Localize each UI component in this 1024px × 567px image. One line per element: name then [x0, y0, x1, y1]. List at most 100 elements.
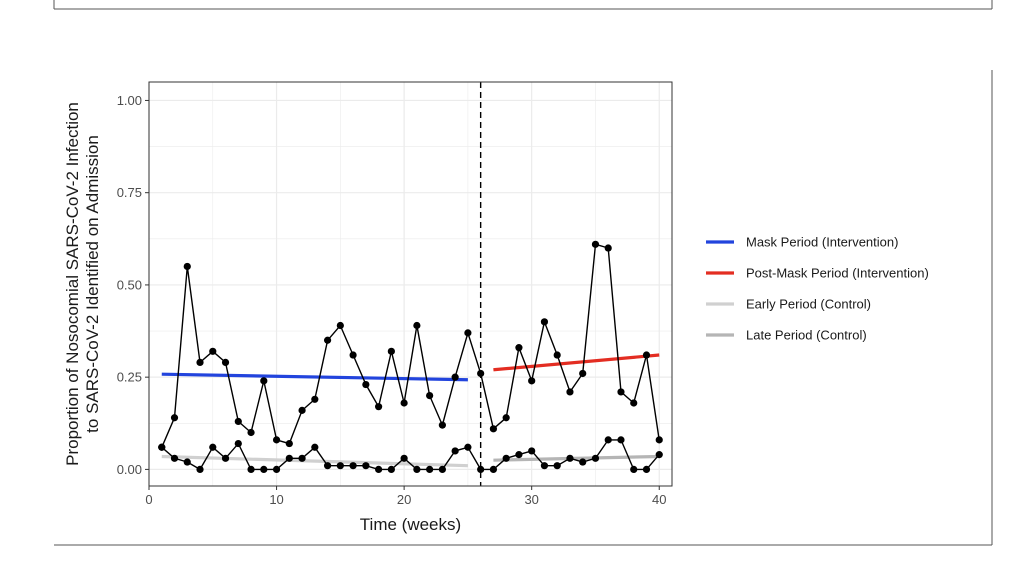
- x-tick-label: 20: [397, 492, 411, 507]
- data-point-intervention: [540, 318, 549, 326]
- data-point-intervention: [387, 347, 395, 355]
- data-point-intervention: [413, 321, 421, 330]
- data-point-intervention: [298, 406, 306, 414]
- data-point-control: [209, 443, 217, 451]
- data-point-control: [604, 436, 612, 444]
- data-point-intervention: [272, 436, 281, 444]
- y-tick-label: 0.50: [117, 277, 142, 292]
- y-tick-label: 1.00: [117, 93, 142, 108]
- data-point-control: [349, 462, 357, 470]
- data-point-control: [285, 454, 293, 462]
- data-point-intervention: [617, 388, 625, 396]
- data-point-intervention: [336, 321, 344, 330]
- data-point-intervention: [400, 399, 408, 407]
- data-point-control: [477, 465, 485, 473]
- data-point-intervention: [311, 395, 319, 403]
- data-point-control: [630, 465, 638, 473]
- data-point-intervention: [642, 351, 651, 359]
- y-axis-title-line-1: Proportion of Nosocomial SARS-CoV-2 Infe…: [63, 102, 82, 466]
- data-point-intervention: [553, 351, 561, 359]
- data-point-intervention: [170, 414, 179, 422]
- trend-line-late: [493, 454, 660, 462]
- x-tick-label: 40: [652, 492, 666, 507]
- axes: 0 10 20 30 40 0.00 0.25 0.50 0.75 1.00: [117, 93, 667, 507]
- data-point-intervention: [591, 240, 600, 248]
- data-point-control: [387, 465, 395, 473]
- legend: Mask Period (Intervention) Post-Mask Peri…: [706, 235, 929, 343]
- data-point-intervention: [515, 344, 523, 352]
- data-point-control: [221, 454, 230, 462]
- data-point-intervention: [183, 262, 191, 271]
- data-point-control: [566, 454, 574, 462]
- data-point-control: [553, 462, 561, 470]
- data-point-control: [336, 462, 344, 470]
- data-point-control: [617, 436, 625, 444]
- data-point-intervention: [349, 351, 357, 359]
- data-point-intervention: [579, 369, 587, 378]
- data-series: [158, 240, 663, 473]
- data-point-intervention: [260, 377, 268, 385]
- data-point-control: [183, 458, 191, 466]
- data-point-intervention: [234, 417, 242, 426]
- y-tick-label: 0.75: [117, 185, 142, 200]
- data-point-intervention: [221, 358, 230, 367]
- data-point-intervention: [528, 377, 536, 385]
- data-point-intervention: [604, 244, 612, 252]
- y-axis-title-line-2: to SARS-CoV-2 Identified on Admission: [83, 135, 102, 433]
- data-point-intervention: [209, 347, 217, 355]
- y-axis-title: Proportion of Nosocomial SARS-CoV-2 Infe…: [63, 102, 102, 466]
- legend-label-mask: Mask Period (Intervention): [746, 235, 898, 250]
- data-point-control: [260, 465, 268, 473]
- legend-label-late: Late Period (Control): [746, 328, 867, 343]
- data-point-intervention: [502, 414, 510, 422]
- data-point-intervention: [451, 373, 459, 381]
- data-point-control: [489, 465, 498, 473]
- data-point-intervention: [247, 428, 255, 437]
- trend-line-post-mask: [493, 353, 660, 372]
- data-point-intervention: [489, 425, 498, 433]
- x-axis-title: Time (weeks): [360, 515, 461, 534]
- x-tick-label: 30: [524, 492, 538, 507]
- y-tick-label: 0.00: [117, 462, 142, 477]
- data-point-intervention: [285, 439, 293, 448]
- data-point-control: [234, 439, 242, 448]
- data-point-intervention: [655, 436, 663, 444]
- data-point-intervention: [464, 329, 472, 337]
- data-point-control: [515, 451, 523, 459]
- plot-panel-border: [148, 81, 673, 487]
- data-point-control: [375, 465, 383, 473]
- data-point-control: [451, 447, 459, 455]
- data-point-control: [158, 443, 166, 451]
- data-point-control: [426, 465, 434, 473]
- data-point-intervention: [566, 388, 574, 396]
- data-point-control: [655, 451, 663, 459]
- data-point-control: [438, 465, 446, 473]
- data-point-control: [362, 462, 370, 470]
- data-point-control: [323, 462, 332, 470]
- data-point-control: [502, 454, 510, 462]
- data-point-control: [247, 465, 255, 473]
- trend-line-early: [161, 454, 468, 468]
- grid: [148, 82, 672, 486]
- series-line-intervention: [161, 243, 660, 448]
- data-point-control: [196, 465, 204, 473]
- data-point-control: [298, 454, 306, 462]
- y-tick-label: 0.25: [117, 370, 142, 385]
- series-line-control: [161, 439, 660, 471]
- x-tick-label: 10: [269, 492, 283, 507]
- data-point-intervention: [362, 380, 370, 389]
- data-point-intervention: [196, 358, 204, 367]
- data-point-intervention: [323, 336, 332, 344]
- data-point-control: [579, 458, 587, 466]
- data-point-intervention: [375, 403, 383, 411]
- data-point-control: [413, 465, 421, 473]
- data-point-control: [170, 454, 179, 462]
- data-point-intervention: [438, 421, 446, 429]
- data-point-control: [400, 454, 408, 462]
- data-point-control: [540, 462, 549, 470]
- data-point-control: [464, 443, 472, 451]
- legend-label-post-mask: Post-Mask Period (Intervention): [746, 266, 929, 281]
- data-point-control: [311, 443, 319, 451]
